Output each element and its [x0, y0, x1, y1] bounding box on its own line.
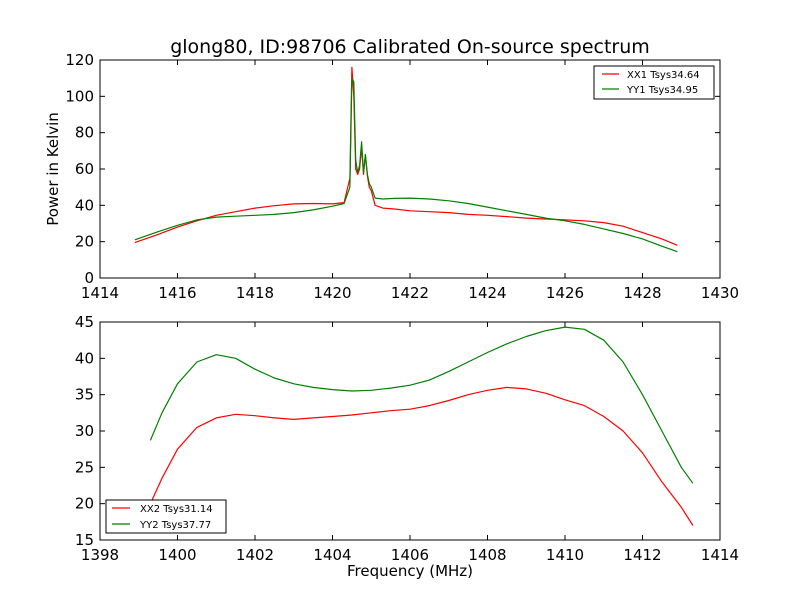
top-legend: XX1 Tsys34.64 YY1 Tsys34.95	[593, 65, 715, 100]
bottom-legend-label-xx2: XX2 Tsys31.14	[140, 504, 213, 515]
bottom-x-tick-label-7: 1412	[623, 546, 661, 564]
bottom-x-tick-label-1: 1400	[158, 546, 196, 564]
bottom-y-tick-label-3: 30	[75, 422, 94, 440]
bottom-series-line-1	[149, 326, 694, 484]
bottom-y-tick-label-2: 25	[75, 458, 94, 476]
top-y-axis-label: Power in Kelvin	[44, 112, 62, 226]
top-x-tick-label-2: 1418	[236, 284, 274, 302]
top-y-tick-label-4: 80	[75, 124, 94, 142]
bottom-legend-box	[105, 499, 227, 534]
bottom-series-line-0	[149, 386, 694, 526]
top-x-tick-label-3: 1420	[313, 284, 351, 302]
bottom-y-tick-label-0: 15	[75, 531, 94, 549]
bottom-x-tick-label-4: 1406	[391, 546, 429, 564]
bottom-x-tick-label-0: 1398	[81, 546, 119, 564]
top-x-tick-label-7: 1428	[623, 284, 661, 302]
bottom-y-tick-label-4: 35	[75, 386, 94, 404]
top-x-tick-label-5: 1424	[468, 284, 506, 302]
bottom-legend-label-yy2: YY2 Tsys37.77	[139, 520, 211, 531]
top-y-tick-label-0: 0	[84, 269, 94, 287]
top-x-tick-label-6: 1426	[546, 284, 584, 302]
chart-title: glong80, ID:98706 Calibrated On-source s…	[170, 36, 650, 58]
top-x-tick-label-4: 1422	[391, 284, 429, 302]
top-tick-group: 1414 1416 1418 1420 1422 1424 1426 1428 1430 0 20 4…	[65, 51, 739, 302]
bottom-panel: 1398 1400 1402 1404 1406 1408 1410 1412 1414 15 20…	[75, 313, 739, 580]
top-y-tick-label-5: 100	[65, 87, 94, 105]
top-y-tick-label-1: 20	[75, 233, 94, 251]
top-x-tick-label-8: 1430	[701, 284, 739, 302]
top-legend-box	[593, 65, 715, 100]
top-x-tick-label-1: 1416	[158, 284, 196, 302]
top-legend-label-xx1: XX1 Tsys34.64	[627, 70, 700, 81]
bottom-y-tick-label-6: 45	[75, 313, 94, 331]
bottom-x-tick-label-5: 1408	[468, 546, 506, 564]
bottom-y-tick-label-1: 20	[75, 495, 94, 513]
bottom-x-tick-label-6: 1410	[546, 546, 584, 564]
top-y-tick-label-3: 60	[75, 160, 94, 178]
bottom-x-tick-label-3: 1404	[313, 546, 351, 564]
top-panel: 1414 1416 1418 1420 1422 1424 1426 1428 1430 0 20 4…	[44, 51, 739, 302]
top-y-tick-label-6: 120	[65, 51, 94, 69]
top-y-tick-label-2: 40	[75, 196, 94, 214]
bottom-tick-group: 1398 1400 1402 1404 1406 1408 1410 1412 1414 15 20…	[75, 313, 739, 564]
top-series-group	[134, 66, 678, 253]
bottom-legend: XX2 Tsys31.14 YY2 Tsys37.77	[105, 499, 227, 534]
top-legend-label-yy1: YY1 Tsys34.95	[626, 85, 698, 96]
top-x-tick-label-0: 1414	[81, 284, 119, 302]
x-axis-label: Frequency (MHz)	[347, 562, 473, 580]
bottom-series-group	[149, 326, 694, 526]
bottom-x-tick-label-8: 1414	[701, 546, 739, 564]
bottom-x-tick-label-2: 1402	[236, 546, 274, 564]
top-series-line-1	[134, 77, 678, 253]
bottom-y-tick-label-5: 40	[75, 349, 94, 367]
